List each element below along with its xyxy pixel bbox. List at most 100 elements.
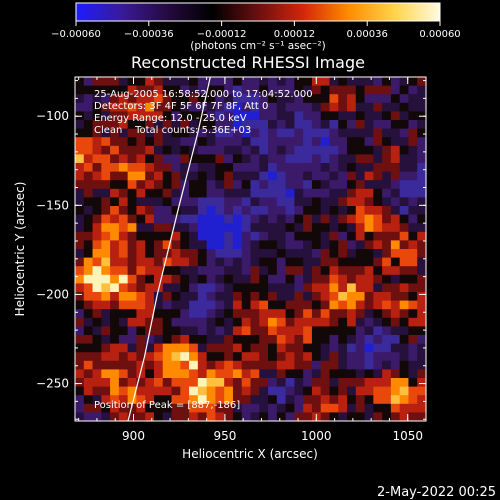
- image-cell: [250, 102, 260, 112]
- image-cell: [189, 274, 199, 284]
- image-cell: [180, 309, 190, 319]
- image-cell: [276, 386, 287, 396]
- image-cell: [101, 266, 111, 276]
- image-cell: [382, 352, 392, 362]
- image-cell: [118, 240, 129, 250]
- image-cell: [145, 231, 155, 241]
- image-cell: [303, 309, 313, 319]
- image-cell: [373, 197, 383, 207]
- image-cell: [294, 188, 304, 198]
- image-cell: [241, 395, 252, 405]
- image-cell: [206, 231, 217, 241]
- image-cell: [83, 85, 94, 95]
- image-cell: [206, 378, 217, 388]
- image-cell: [136, 360, 146, 370]
- image-cell: [408, 395, 418, 405]
- image-cell: [276, 292, 287, 302]
- image-cell: [153, 214, 164, 224]
- image-cell: [382, 197, 392, 207]
- image-cell: [215, 180, 225, 190]
- image-cell: [224, 300, 234, 310]
- image-cell: [259, 249, 269, 259]
- image-cell: [75, 360, 85, 370]
- image-cell: [145, 102, 155, 112]
- image-cell: [276, 266, 287, 276]
- image-cell: [408, 102, 418, 112]
- image-cell: [92, 145, 102, 155]
- image-cell: [215, 206, 225, 216]
- image-cell: [364, 94, 374, 104]
- image-cell: [347, 352, 357, 362]
- image-cell: [364, 266, 374, 276]
- image-cell: [276, 378, 287, 388]
- image-cell: [162, 352, 173, 362]
- image-cell: [224, 386, 234, 396]
- image-cell: [399, 257, 410, 267]
- image-cell: [189, 386, 199, 396]
- image-cell: [311, 188, 322, 198]
- image-cell: [241, 180, 252, 190]
- image-cell: [399, 274, 410, 284]
- image-cell: [329, 395, 339, 405]
- image-cell: [232, 352, 243, 362]
- image-cell: [276, 163, 287, 173]
- image-cell: [347, 240, 357, 250]
- image-cell: [215, 352, 225, 362]
- image-cell: [294, 266, 304, 276]
- image-cell: [189, 378, 199, 388]
- image-cell: [320, 300, 331, 310]
- image-cell: [338, 137, 348, 147]
- image-cell: [373, 94, 383, 104]
- image-cell: [224, 188, 234, 198]
- image-cell: [417, 378, 427, 388]
- image-cell: [118, 257, 129, 267]
- image-cell: [92, 128, 102, 138]
- image-cell: [303, 197, 313, 207]
- image-cell: [373, 214, 383, 224]
- image-cell: [101, 188, 111, 198]
- image-cell: [347, 120, 357, 130]
- image-cell: [294, 102, 304, 112]
- image-cell: [347, 386, 357, 396]
- image-cell: [311, 335, 322, 345]
- image-cell: [145, 292, 155, 302]
- image-cell: [189, 171, 199, 181]
- image-cell: [347, 111, 357, 121]
- image-cell: [268, 395, 278, 405]
- image-cell: [162, 266, 173, 276]
- image-cell: [153, 343, 164, 353]
- image-cell: [417, 257, 427, 267]
- image-cell: [311, 343, 322, 353]
- image-cell: [75, 249, 85, 259]
- image-cell: [215, 137, 225, 147]
- image-cell: [224, 309, 234, 319]
- image-cell: [259, 180, 269, 190]
- image-cell: [153, 145, 164, 155]
- image-cell: [390, 240, 401, 250]
- image-cell: [180, 257, 190, 267]
- image-cell: [382, 94, 392, 104]
- image-cell: [232, 154, 243, 164]
- image-cell: [153, 171, 164, 181]
- image-cell: [329, 360, 339, 370]
- image-cell: [153, 292, 164, 302]
- image-cell: [153, 77, 164, 87]
- image-cell: [197, 94, 208, 104]
- image-cell: [329, 111, 339, 121]
- image-cell: [232, 326, 243, 336]
- image-cell: [83, 386, 94, 396]
- image-cell: [355, 283, 366, 293]
- image-cell: [101, 369, 111, 379]
- image-cell: [329, 257, 339, 267]
- image-cell: [285, 171, 295, 181]
- image-cell: [162, 309, 173, 319]
- image-cell: [215, 163, 225, 173]
- image-cell: [162, 257, 173, 267]
- image-cell: [311, 240, 322, 250]
- image-cell: [75, 335, 85, 345]
- image-cell: [189, 317, 199, 327]
- image-cell: [285, 266, 295, 276]
- image-cell: [110, 102, 120, 112]
- image-cell: [276, 360, 287, 370]
- image-cell: [285, 257, 295, 267]
